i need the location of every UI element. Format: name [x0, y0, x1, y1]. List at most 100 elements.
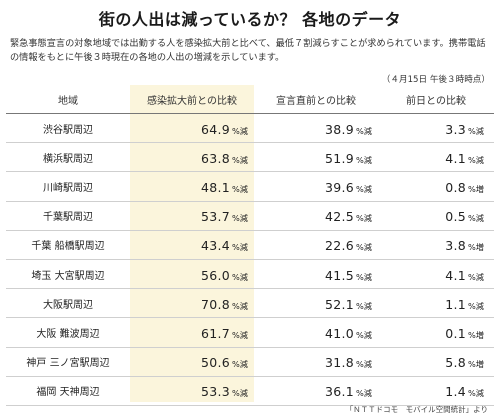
vs-pre-declaration-cell: 51.9 %減	[254, 142, 378, 173]
table-body: 渋谷駅周辺 64.9 %減 38.9 %減 3.3 %減 横浜駅周辺 63.8 %減 51.9 %減 4…	[6, 113, 494, 406]
vs-pre-spread-value: 50.6	[200, 355, 231, 371]
table-row: 神戸 三ノ宮駅周辺 50.6 %減 31.8 %減 5.8 %増	[6, 347, 494, 377]
vs-pre-spread-unit: %減	[232, 359, 248, 370]
vs-pre-declaration-value: 31.8	[324, 355, 355, 371]
vs-pre-declaration-cell: 41.0 %減	[254, 317, 378, 348]
vs-previous-day-unit: %増	[468, 242, 484, 253]
vs-pre-spread-value: 53.3	[200, 384, 231, 400]
vs-pre-declaration-value: 22.6	[324, 238, 355, 254]
vs-pre-spread-cell: 70.8 %減	[130, 288, 254, 319]
page-title: 街の人出は減っているか？ 各地のデータ	[98, 10, 402, 29]
vs-pre-spread-value: 63.8	[200, 150, 231, 166]
vs-pre-declaration-cell: 22.6 %減	[254, 230, 378, 260]
header-area: 地域	[6, 85, 130, 114]
vs-pre-spread-value: 61.7	[200, 325, 231, 341]
vs-pre-declaration-cell: 52.1 %減	[254, 288, 378, 319]
header-vs-pre-declaration: 宣言直前との比較	[254, 85, 378, 114]
vs-pre-declaration-unit: %減	[356, 213, 372, 224]
vs-pre-spread-value: 56.0	[200, 267, 231, 283]
vs-pre-declaration-value: 52.1	[324, 296, 355, 312]
vs-pre-spread-value: 48.1	[200, 179, 231, 195]
vs-pre-spread-unit: %減	[232, 125, 248, 136]
header-vs-previous-day: 前日との比較	[378, 85, 494, 114]
vs-pre-spread-unit: %減	[232, 271, 248, 282]
vs-pre-spread-cell: 43.4 %減	[130, 230, 254, 260]
vs-previous-day-value: 3.3	[445, 121, 467, 137]
vs-pre-declaration-value: 42.5	[324, 209, 355, 225]
vs-previous-day-cell: 4.1 %減	[378, 142, 494, 173]
vs-pre-declaration-unit: %減	[356, 242, 372, 253]
vs-pre-spread-unit: %減	[232, 329, 248, 340]
vs-pre-declaration-unit: %減	[356, 271, 372, 282]
vs-pre-spread-cell: 53.3 %減	[130, 376, 254, 406]
vs-previous-day-cell: 0.5 %減	[378, 201, 494, 231]
vs-previous-day-cell: 4.1 %減	[378, 259, 494, 290]
vs-pre-declaration-unit: %減	[356, 359, 372, 370]
vs-previous-day-cell: 0.8 %増	[378, 171, 494, 202]
vs-pre-spread-unit: %減	[232, 388, 248, 399]
vs-previous-day-value: 3.8	[445, 238, 467, 254]
crowd-change-table: 地域 感染拡大前との比較 宣言直前との比較 前日との比較 渋谷駅周辺 64.9 %減…	[6, 85, 494, 406]
vs-pre-declaration-value: 38.9	[324, 121, 355, 137]
vs-pre-declaration-cell: 39.6 %減	[254, 171, 378, 202]
vs-previous-day-unit: %減	[468, 271, 484, 282]
vs-previous-day-cell: 0.1 %増	[378, 317, 494, 348]
table-row: 大阪駅周辺 70.8 %減 52.1 %減 1.1 %減	[6, 288, 494, 319]
vs-pre-declaration-cell: 41.5 %減	[254, 259, 378, 290]
vs-pre-spread-unit: %減	[232, 242, 248, 253]
table-row: 渋谷駅周辺 64.9 %減 38.9 %減 3.3 %減	[6, 113, 494, 144]
vs-pre-declaration-cell: 31.8 %減	[254, 347, 378, 377]
table-row: 埼玉 大宮駅周辺 56.0 %減 41.5 %減 4.1 %減	[6, 259, 494, 290]
vs-pre-declaration-unit: %減	[356, 300, 372, 311]
table-row: 川崎駅周辺 48.1 %減 39.6 %減 0.8 %増	[6, 171, 494, 202]
vs-previous-day-cell: 3.8 %増	[378, 230, 494, 260]
area-name: 大阪 難波周辺	[6, 317, 130, 348]
vs-pre-spread-unit: %減	[232, 213, 248, 224]
vs-previous-day-unit: %増	[468, 329, 484, 340]
vs-previous-day-value: 4.1	[445, 150, 467, 166]
vs-pre-spread-value: 70.8	[200, 296, 231, 312]
vs-pre-spread-cell: 53.7 %減	[130, 201, 254, 231]
vs-pre-declaration-unit: %減	[356, 329, 372, 340]
vs-previous-day-value: 4.1	[445, 267, 467, 283]
area-name: 埼玉 大宮駅周辺	[6, 259, 130, 290]
vs-previous-day-value: 1.1	[445, 296, 467, 312]
vs-pre-declaration-value: 51.9	[324, 150, 355, 166]
vs-pre-declaration-value: 41.0	[324, 325, 355, 341]
vs-previous-day-cell: 1.1 %減	[378, 288, 494, 319]
vs-pre-declaration-value: 36.1	[324, 384, 355, 400]
vs-previous-day-value: 1.4	[445, 384, 467, 400]
vs-pre-declaration-unit: %減	[356, 388, 372, 399]
table-row: 大阪 難波周辺 61.7 %減 41.0 %減 0.1 %増	[6, 317, 494, 348]
table-row: 千葉 船橋駅周辺 43.4 %減 22.6 %減 3.8 %増	[6, 230, 494, 260]
table-row: 福岡 天神周辺 53.3 %減 36.1 %減 1.4 %減	[6, 376, 494, 406]
vs-pre-declaration-value: 41.5	[324, 267, 355, 283]
vs-pre-spread-unit: %減	[232, 183, 248, 194]
vs-pre-spread-value: 43.4	[200, 238, 231, 254]
vs-pre-spread-cell: 61.7 %減	[130, 317, 254, 348]
vs-previous-day-unit: %減	[468, 154, 484, 165]
table-row: 横浜駅周辺 63.8 %減 51.9 %減 4.1 %減	[6, 142, 494, 173]
area-name: 横浜駅周辺	[6, 142, 130, 173]
vs-pre-spread-cell: 63.8 %減	[130, 142, 254, 173]
vs-pre-spread-cell: 64.9 %減	[130, 113, 254, 144]
vs-pre-spread-value: 64.9	[200, 121, 231, 137]
vs-previous-day-unit: %減	[468, 213, 484, 224]
vs-previous-day-cell: 1.4 %減	[378, 376, 494, 406]
area-name: 千葉駅周辺	[6, 201, 130, 231]
vs-pre-spread-cell: 56.0 %減	[130, 259, 254, 290]
table-row: 千葉駅周辺 53.7 %減 42.5 %減 0.5 %減	[6, 201, 494, 231]
vs-pre-declaration-cell: 42.5 %減	[254, 201, 378, 231]
vs-previous-day-value: 0.1	[445, 325, 467, 341]
vs-pre-spread-cell: 50.6 %減	[130, 347, 254, 377]
vs-previous-day-unit: %減	[468, 300, 484, 311]
area-name: 渋谷駅周辺	[6, 113, 130, 144]
area-name: 神戸 三ノ宮駅周辺	[6, 347, 130, 377]
header-vs-pre-spread: 感染拡大前との比較	[130, 85, 254, 114]
vs-pre-declaration-unit: %減	[356, 183, 372, 194]
vs-pre-spread-unit: %減	[232, 300, 248, 311]
vs-pre-spread-value: 53.7	[200, 209, 231, 225]
vs-pre-declaration-cell: 38.9 %減	[254, 113, 378, 144]
vs-pre-declaration-value: 39.6	[324, 179, 355, 195]
vs-pre-declaration-unit: %減	[356, 154, 372, 165]
